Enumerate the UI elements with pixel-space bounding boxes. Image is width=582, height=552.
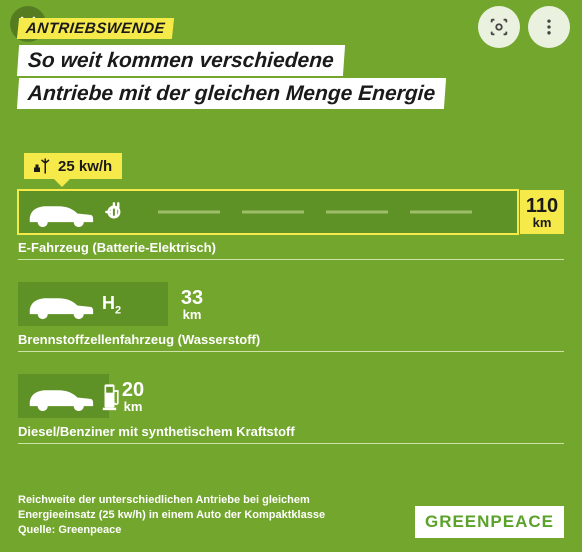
divider [18,443,564,444]
footer: Reichweite der unterschiedlichen Antrieb… [18,493,564,538]
row-ev: 110 km E-Fahrzeug (Batterie-Elektrisch) [18,190,564,260]
row-synth: 20 km Diesel/Benziner mit synthetischem … [18,374,564,444]
lens-button[interactable] [478,6,520,48]
road-dashes [158,211,472,214]
greenpeace-logo: GREENPEACE [415,506,564,538]
row-ev-value-num: 110 [526,196,558,216]
row-synth-value: 20 km [111,374,155,418]
footnote-line-1: Reichweite der unterschiedlichen Antrieb… [18,493,325,508]
lens-icon [488,16,510,38]
row-synth-car [24,380,122,412]
energy-badge: 25 kw/h [24,153,122,179]
plug-icon [102,199,128,225]
infographic-page: ANTRIEBSWENDE So weit kommen verschieden… [0,0,582,552]
footnote: Reichweite der unterschiedlichen Antrieb… [18,493,325,538]
row-h2-value: 33 km [170,282,214,326]
row-ev-car [24,196,128,228]
footnote-line-2: Energieeinsatz (25 kw/h) in einem Auto d… [18,508,325,523]
row-h2-label: Brennstoffzellenfahrzeug (Wasserstoff) [18,332,564,347]
row-h2: H2 33 km Brennstoffzellenfahrzeug (Wasse… [18,282,564,352]
more-button[interactable] [528,6,570,48]
chart-rows: 110 km E-Fahrzeug (Batterie-Elektrisch) … [18,190,564,444]
row-ev-value-unit: km [533,216,552,229]
row-ev-value: 110 km [520,190,564,234]
row-synth-value-unit: km [124,400,143,413]
row-synth-track: 20 km [18,374,518,418]
energy-badge-text: 25 kw/h [58,158,112,175]
headline-line-1: So weit kommen verschiedene [17,45,345,76]
row-h2-car: H2 [24,288,121,320]
row-ev-track: 110 km [18,190,518,234]
row-synth-label: Diesel/Benziner mit synthetischem Krafts… [18,424,564,439]
car-icon [24,196,96,228]
divider [18,259,564,260]
row-h2-value-unit: km [183,308,202,321]
divider [18,351,564,352]
row-synth-value-num: 20 [122,380,144,400]
footnote-line-3: Quelle: Greenpeace [18,523,325,538]
h2-icon: H2 [102,293,121,317]
row-h2-track: H2 33 km [18,282,518,326]
more-vertical-icon [539,17,559,37]
car-icon [24,380,96,412]
wind-turbine-icon [34,157,52,175]
row-h2-value-num: 33 [181,288,203,308]
headline-line-2: Antriebe mit der gleichen Menge Energie [17,78,446,109]
car-icon [24,288,96,320]
headline: So weit kommen verschiedene Antriebe mit… [18,45,564,111]
category-label: ANTRIEBSWENDE [17,18,174,39]
row-ev-label: E-Fahrzeug (Batterie-Elektrisch) [18,240,564,255]
